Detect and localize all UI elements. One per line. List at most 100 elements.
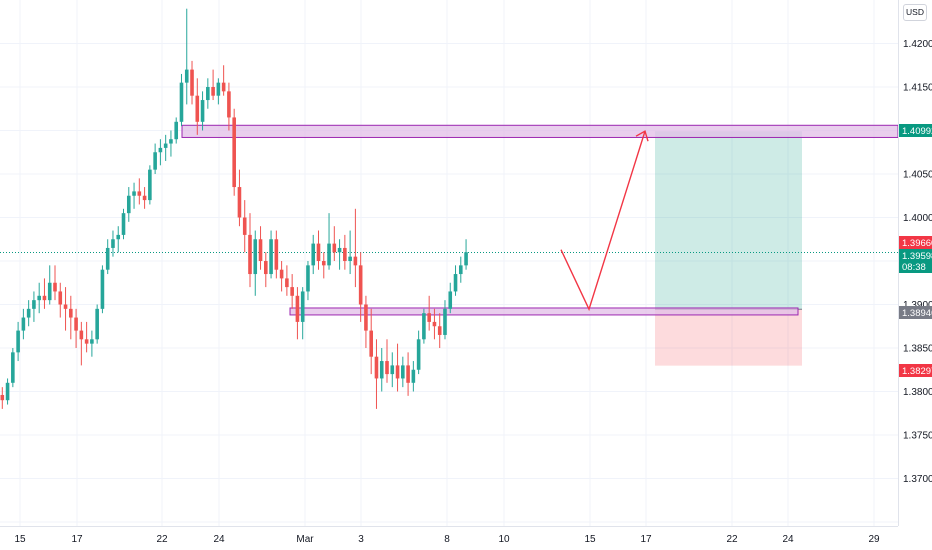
- candle-body: [464, 252, 468, 266]
- time-tick-label: 22: [726, 534, 738, 545]
- candle-body: [11, 352, 15, 383]
- candle-body: [316, 243, 321, 261]
- candle-body: [16, 330, 20, 353]
- candle-body: [232, 117, 236, 188]
- candle-body: [74, 317, 78, 331]
- candle-body: [379, 361, 384, 379]
- price-tag: [899, 249, 932, 273]
- candle-body: [311, 243, 316, 266]
- candle-body: [264, 261, 268, 275]
- price-tag-label: 1.39660: [902, 238, 932, 249]
- candle-body: [258, 239, 263, 261]
- time-tick-label: 22: [156, 534, 168, 545]
- candle-body: [385, 361, 389, 375]
- candle-body: [47, 282, 52, 301]
- candle-body: [148, 169, 152, 201]
- candle-body: [406, 365, 410, 383]
- candle-body: [295, 295, 300, 322]
- candle-body: [427, 313, 431, 322]
- price-tag-label: 1.39598: [902, 251, 932, 262]
- candle-body: [358, 265, 363, 305]
- support-zone: [289, 307, 799, 316]
- candle-body: [290, 287, 294, 296]
- candle-body: [364, 304, 368, 331]
- candle-body: [37, 295, 41, 301]
- candle-body: [327, 243, 331, 266]
- price-tag-label: 1.38946: [902, 308, 932, 319]
- candle-body: [443, 308, 447, 335]
- price-tick-label: 1.42000: [903, 39, 932, 50]
- profit-zone: [655, 131, 802, 310]
- price-tag-label: 1.40992: [902, 126, 932, 137]
- grid: [0, 0, 898, 526]
- candle-body: [416, 339, 421, 370]
- candle-body: [158, 147, 163, 153]
- candle-body: [227, 91, 231, 118]
- candle-body: [5, 382, 10, 401]
- candle-body: [279, 269, 284, 279]
- currency-button[interactable]: USD: [903, 4, 927, 21]
- candle-body: [169, 139, 173, 144]
- candle-body: [21, 317, 26, 331]
- candle-body: [195, 95, 200, 122]
- candle-body: [458, 265, 463, 275]
- candle-body: [300, 291, 305, 322]
- time-tick-label: 15: [14, 534, 26, 545]
- candle-body: [285, 278, 289, 288]
- candle-body: [448, 291, 453, 309]
- candle-body: [105, 247, 110, 270]
- candle-body: [374, 356, 379, 379]
- candle-body: [401, 365, 405, 379]
- loss-zone: [655, 309, 802, 366]
- candle-body: [369, 330, 373, 357]
- time-tick-label: 29: [868, 534, 880, 545]
- candle-body: [306, 265, 310, 292]
- time-tick-label: 17: [71, 534, 83, 545]
- candle-body: [179, 82, 184, 122]
- price-tick-label: 1.39000: [903, 300, 932, 311]
- candle-body: [248, 234, 252, 275]
- candle-body: [253, 239, 258, 275]
- candle-body: [337, 247, 342, 253]
- time-tick-label: 3: [358, 534, 364, 545]
- candle-body: [206, 87, 210, 101]
- price-tick-label: 1.37000: [903, 474, 932, 485]
- candle-body: [432, 321, 437, 327]
- time-tick-label: Mar: [296, 534, 314, 545]
- price-tag: [899, 306, 932, 319]
- time-tick-label: 17: [640, 534, 652, 545]
- candle-body: [332, 243, 337, 253]
- candle-body: [422, 313, 426, 340]
- time-scale[interactable]: 15 17 22 24 Mar 3 8 10 15 17 22 24 29: [14, 534, 880, 545]
- candle-body: [111, 239, 115, 248]
- candle-body: [395, 365, 400, 379]
- candle-body: [69, 308, 73, 318]
- candle-body: [121, 213, 126, 235]
- candle-body: [221, 82, 226, 92]
- candles: [0, 8, 468, 409]
- candle-body: [411, 369, 416, 383]
- candle-body: [0, 394, 5, 401]
- countdown-label: 08:38: [902, 262, 926, 273]
- price-tags: 1.40992 1.39660 1.3959808:38 1.38946 1.38297: [899, 124, 932, 377]
- price-tick-label: 1.40500: [903, 170, 932, 181]
- candle-body: [53, 282, 57, 292]
- candle-body: [32, 300, 36, 309]
- candle-body: [90, 339, 94, 344]
- candle-body: [26, 308, 31, 318]
- candle-body: [343, 247, 347, 261]
- candle-body: [269, 239, 273, 275]
- long-position-tool[interactable]: [655, 131, 802, 366]
- price-tick-label: 1.40000: [903, 213, 932, 224]
- candle-body: [242, 217, 247, 235]
- time-tick-label: 24: [782, 534, 794, 545]
- projected-path: [560, 130, 649, 312]
- candle-body: [142, 195, 147, 201]
- candle-body: [137, 191, 142, 196]
- resistance-zone: [181, 124, 899, 138]
- candle-body: [321, 261, 326, 266]
- candle-body: [200, 100, 205, 122]
- candle-body: [190, 69, 194, 96]
- price-tag: [899, 236, 932, 249]
